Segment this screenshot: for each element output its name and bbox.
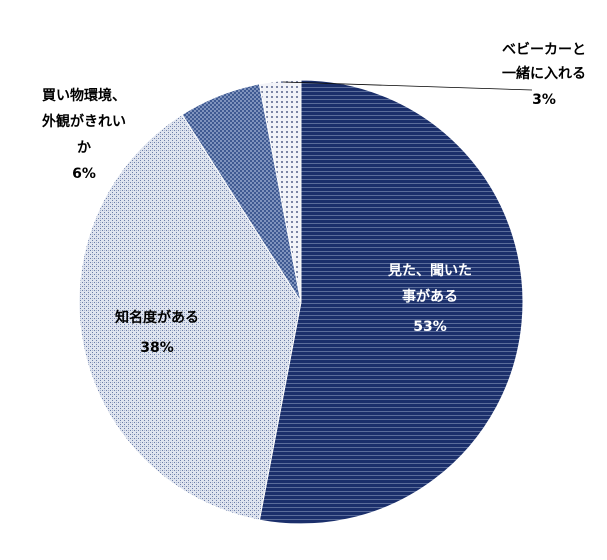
- slice-0-label-line-1: 事がある: [402, 288, 458, 305]
- slice-1-percent-label: 38%: [140, 340, 174, 356]
- slice-3-label-line-0: ベビーカーと: [502, 42, 586, 58]
- slice-2-percent-label: 6%: [72, 166, 96, 182]
- slice-3-label: ベビーカーと一緒に入れる: [502, 42, 586, 82]
- slice-0-percent-label: 53%: [413, 319, 447, 335]
- slice-2-label: 買い物環境、外観がきれいか: [42, 87, 126, 156]
- slice-1-label: 知名度がある: [115, 309, 199, 326]
- slice-3-leader-line: [282, 81, 533, 91]
- slice-2-label-line-0: 買い物環境、: [42, 87, 126, 104]
- pie-slice-0: [258, 79, 524, 525]
- pie-slice-1: [78, 113, 302, 521]
- slice-3-label-line-1: 一緒に入れる: [502, 65, 586, 82]
- slice-0-label: 見た、聞いた事がある: [387, 263, 472, 305]
- slice-2-label-line-1: 外観がきれい: [42, 113, 126, 130]
- pie-slice-3: [258, 79, 302, 303]
- slice-0-label-line-0: 見た、聞いた: [387, 263, 472, 279]
- slice-1-label-line-0: 知名度がある: [115, 309, 199, 326]
- slice-2-label-line-2: か: [77, 140, 91, 156]
- slice-3-percent-label: 3%: [532, 92, 556, 108]
